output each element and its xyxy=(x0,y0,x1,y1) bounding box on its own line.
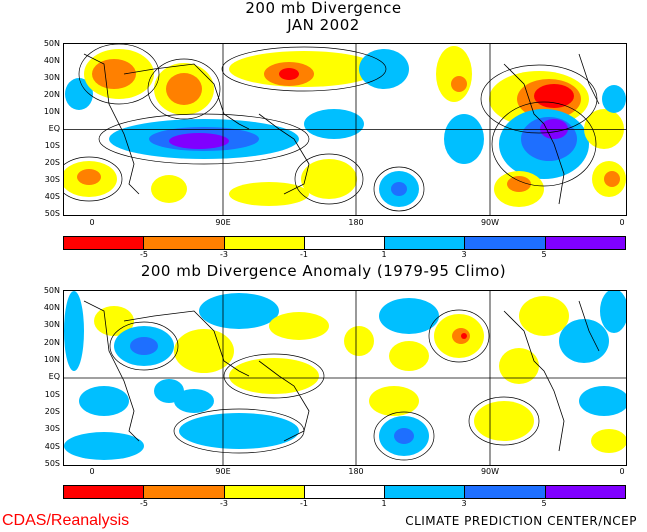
colorbar-seg xyxy=(144,237,225,249)
lat-label: 50S xyxy=(44,209,60,218)
colorbar-seg xyxy=(144,486,225,498)
colorbar-label: 5 xyxy=(541,499,547,508)
lat-label: EQ xyxy=(48,372,60,381)
colorbar-seg xyxy=(545,237,625,249)
lon-label: 90E xyxy=(215,218,231,227)
lon-label: 180 xyxy=(348,467,364,476)
colorbar-label: -5 xyxy=(140,499,148,508)
lat-label: 40N xyxy=(43,56,60,65)
lon-label: 90W xyxy=(480,467,500,476)
colorbar-label: -3 xyxy=(220,250,228,259)
anomaly-map xyxy=(63,290,627,466)
colorbar-seg xyxy=(465,486,546,498)
colorbar-label: -1 xyxy=(300,250,308,259)
lat-label: 10N xyxy=(43,355,60,364)
divergence-map xyxy=(63,43,627,216)
lon-label: 90W xyxy=(480,218,500,227)
lat-label: 10N xyxy=(43,107,60,116)
colorbar-seg xyxy=(465,237,546,249)
lat-label: 10S xyxy=(44,390,60,399)
lat-label: 30S xyxy=(44,424,60,433)
lat-label: 30N xyxy=(43,73,60,82)
map-gridlines xyxy=(64,291,626,465)
lat-label: 40S xyxy=(44,442,60,451)
divergence-contours xyxy=(64,44,598,212)
anomaly-map-canvas xyxy=(64,291,626,465)
colorbar-seg xyxy=(224,486,305,498)
lat-label: 40N xyxy=(43,303,60,312)
colorbar-seg xyxy=(545,486,625,498)
lat-label: 10S xyxy=(44,141,60,150)
lat-label: 30N xyxy=(43,320,60,329)
colorbar-seg xyxy=(304,237,386,249)
lat-label: 20S xyxy=(44,158,60,167)
anomaly-shading xyxy=(64,291,626,460)
lon-label: 180 xyxy=(348,218,364,227)
colorbar-label: -1 xyxy=(300,499,308,508)
lat-label: 20N xyxy=(43,90,60,99)
divergence-shading xyxy=(64,46,626,207)
top-map-title-line2: JAN 2002 xyxy=(287,16,360,34)
lon-label: 90E xyxy=(215,467,231,476)
lat-label: 40S xyxy=(44,192,60,201)
anomaly-map-title: 200 mb Divergence Anomaly (1979-95 Climo… xyxy=(140,262,507,280)
lon-label: 0 xyxy=(619,218,625,227)
lat-label: 20N xyxy=(43,338,60,347)
colorbar-label: 1 xyxy=(381,250,387,259)
lat-label: 50S xyxy=(44,459,60,468)
colorbar-label: 5 xyxy=(541,250,547,259)
top-map-title-line1: 200 mb Divergence xyxy=(245,0,402,17)
anomaly-contours xyxy=(109,309,540,461)
lon-label: 0 xyxy=(619,467,625,476)
coastlines xyxy=(83,53,600,205)
lat-label: 50N xyxy=(43,286,60,295)
colorbar-seg xyxy=(385,237,466,249)
coastlines xyxy=(83,300,600,452)
colorbar-seg xyxy=(304,486,386,498)
divergence-map-canvas xyxy=(64,44,626,215)
bottom-colorbar xyxy=(63,485,626,499)
lat-label: 20S xyxy=(44,407,60,416)
lat-label: 30S xyxy=(44,175,60,184)
colorbar-seg xyxy=(385,486,466,498)
data-source-label: CDAS/Reanalysis xyxy=(2,512,130,529)
colorbar-seg xyxy=(64,237,145,249)
colorbar-label: -3 xyxy=(220,499,228,508)
lon-label: 0 xyxy=(89,218,95,227)
colorbar-label: 3 xyxy=(461,250,467,259)
producer-label: CLIMATE PREDICTION CENTER/NCEP xyxy=(405,514,637,528)
lat-label: 50N xyxy=(43,39,60,48)
colorbar-label: -5 xyxy=(140,250,148,259)
colorbar-seg xyxy=(64,486,145,498)
map-gridlines xyxy=(64,44,626,215)
top-colorbar xyxy=(63,236,626,250)
colorbar-label: 1 xyxy=(381,499,387,508)
lat-label: EQ xyxy=(48,124,60,133)
lon-label: 0 xyxy=(89,467,95,476)
colorbar-label: 3 xyxy=(461,499,467,508)
colorbar-seg xyxy=(224,237,305,249)
